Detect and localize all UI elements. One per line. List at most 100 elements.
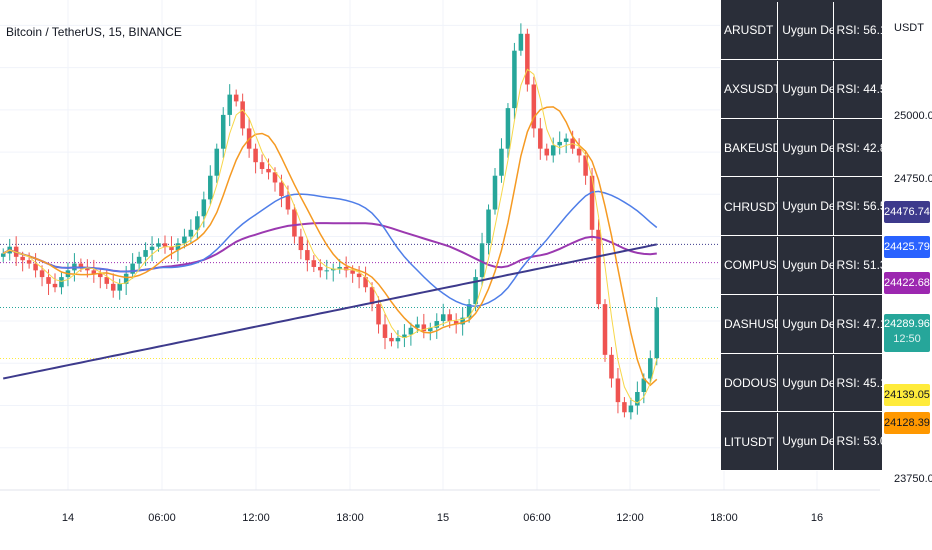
status-cell: Uygun Değil (777, 60, 833, 118)
candle-body (402, 334, 407, 338)
candles (0, 23, 660, 420)
candle-body (350, 270, 355, 274)
candle-body (227, 94, 232, 115)
candle-body (421, 324, 427, 332)
candle-body (589, 175, 595, 230)
candle-body (110, 283, 116, 291)
candle-body (156, 243, 161, 247)
rsi-cell: RSI: 45.11 (832, 354, 883, 412)
candle-body (382, 324, 388, 338)
candle-body (0, 253, 6, 257)
time-label: 18:00 (336, 512, 364, 524)
candle-body (188, 229, 194, 237)
candle-body (59, 277, 64, 288)
candle-body (576, 148, 582, 156)
time-label: 14 (61, 512, 75, 524)
candle-body (356, 273, 362, 278)
time-axis[interactable]: 14 06:00 12:00 18:00 15 06:00 12:00 18:00 16 (0, 505, 880, 535)
candle-body (324, 270, 330, 272)
price-label: 25000.00 (894, 110, 932, 122)
time-label: 12:00 (242, 512, 270, 524)
candle-body (318, 266, 323, 271)
candle-body (499, 148, 504, 176)
time-label: 18:00 (710, 512, 738, 524)
candle-body (117, 283, 122, 291)
candle-body (460, 317, 465, 325)
candle-body (279, 182, 284, 196)
candle-body (363, 277, 368, 288)
rsi-cell: RSI: 56.15 (832, 2, 883, 59)
candle-body (201, 199, 207, 217)
candle-body (525, 33, 530, 85)
status-cell: Uygun Değil (777, 237, 833, 294)
candle-body (505, 108, 511, 149)
candle-body (486, 209, 491, 244)
candle-body (395, 337, 401, 342)
candle-body (654, 307, 660, 359)
candle-body (298, 236, 304, 251)
candle-body (98, 273, 103, 278)
symbol-cell: ARUSDT (724, 23, 774, 38)
candle-body (557, 141, 562, 146)
ma-navy-line (3, 243, 657, 380)
price-label: 23750.00 (894, 473, 932, 485)
candle-body (266, 168, 271, 173)
ma-blue-line (2, 190, 658, 307)
candle-body (123, 273, 129, 284)
candle-body (479, 243, 485, 278)
candle-body (233, 94, 239, 102)
candle-body (33, 263, 38, 271)
candle-body (376, 304, 381, 325)
candle-body (337, 266, 342, 269)
candle-body (518, 33, 524, 51)
candle-body (20, 256, 25, 261)
status-cell: Uygun Değil (777, 413, 833, 470)
time-label: 06:00 (523, 512, 551, 524)
candle-body (169, 246, 174, 251)
candle-body (175, 243, 181, 251)
candle-body (195, 216, 200, 230)
ma-orange-line (2, 106, 658, 387)
candle-body (46, 277, 51, 284)
candle-body (415, 324, 420, 328)
candle-body (91, 270, 97, 274)
status-cell: Uygun Değil (777, 119, 833, 177)
status-cell: Uygun Değil (777, 295, 833, 353)
candle-body (253, 148, 258, 163)
rsi-row: BAKEUSDTUygun DeğilRSI: 42.86 (721, 119, 883, 178)
candle-body (531, 84, 537, 129)
price-tag-yellow: 24139.05 (884, 384, 930, 406)
candle-body (136, 256, 142, 264)
candle-body (149, 246, 155, 251)
currency-label: USDT (894, 22, 924, 34)
rsi-row: DODOUSDTUygun DeğilRSI: 45.11 (721, 354, 883, 413)
candle-body (408, 327, 414, 335)
symbol-cell: AXSUSDT (724, 82, 778, 97)
candle-body (39, 270, 45, 278)
rsi-cell: RSI: 44.55 (832, 60, 883, 118)
candle-body (466, 304, 472, 318)
candle-body (104, 277, 110, 284)
candle-body (292, 209, 297, 237)
candle-body (440, 314, 446, 322)
candle-body (648, 358, 653, 379)
candle-body (143, 250, 148, 257)
candle-body (622, 402, 627, 413)
candle-body (602, 304, 608, 355)
moving-averages (2, 68, 658, 404)
candle-body (615, 378, 621, 403)
symbol-cell: BAKEUSDT (724, 140, 778, 155)
candle-body (596, 229, 601, 305)
candle-body (512, 50, 517, 109)
candle-body (628, 405, 634, 413)
price-tag-blue: 24425.79 (884, 236, 930, 258)
candle-body (220, 114, 226, 149)
status-cell: Uygun Değil (777, 2, 833, 59)
candle-body (447, 314, 452, 322)
status-cell: Uygun Değil (777, 178, 833, 235)
